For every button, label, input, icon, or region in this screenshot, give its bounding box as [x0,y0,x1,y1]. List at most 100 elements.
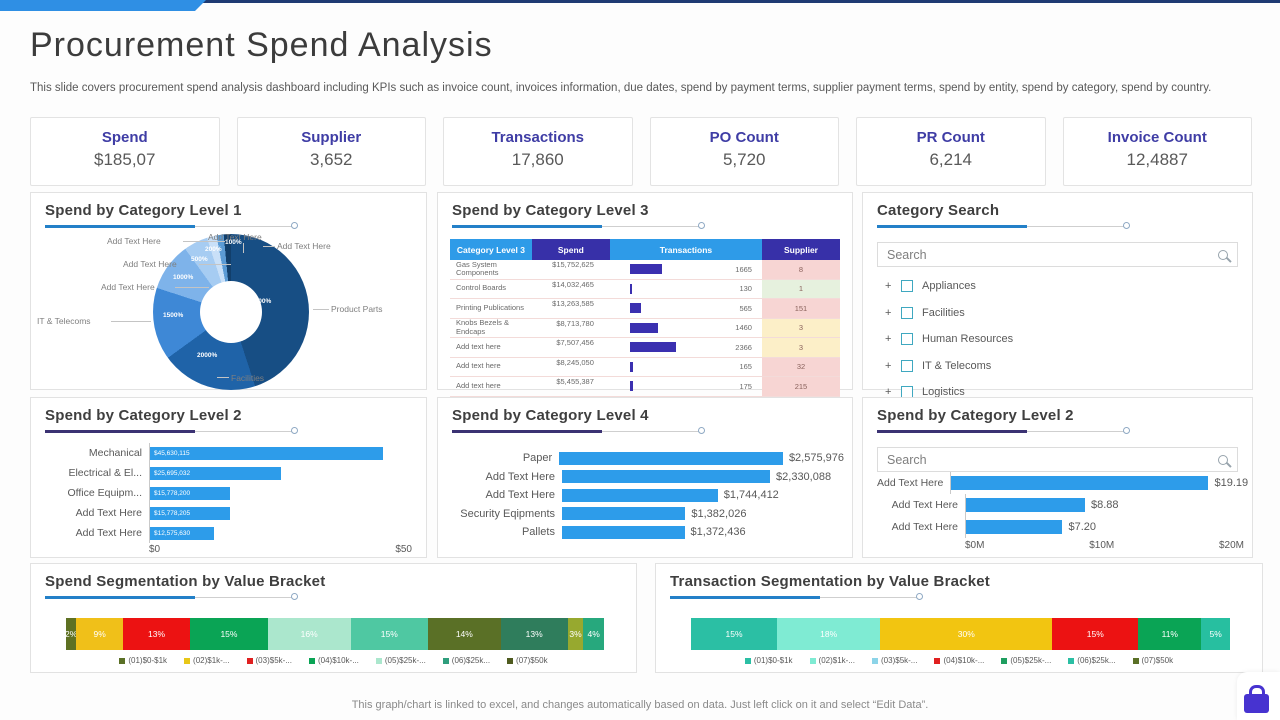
search-icon[interactable] [1218,454,1228,465]
underline-dot-icon [291,427,298,434]
stacked-segment: 3% [567,618,584,650]
column-header: Category Level 3 [450,239,532,260]
cell-category: Add text here [456,341,501,351]
cell-transactions: 175 [610,377,762,396]
cell-transactions: 1460 [610,319,762,338]
bar-row: Add Text Here $7.20 [877,516,1248,538]
table-row: Add text here $5,455,387 175 215 [450,377,840,397]
level2-search-input[interactable] [887,452,1218,467]
bar-value-label: $2,330,088 [776,470,832,483]
checkbox[interactable] [901,306,913,319]
title-underline [45,427,412,437]
expand-plus-icon[interactable]: + [885,306,892,319]
category-item-human-resources[interactable]: + Human Resources [877,326,1238,353]
stacked-segment: 18% [777,618,881,650]
bar: $15,778,200 [150,486,231,500]
cell-category: Add text here [456,380,501,390]
kpi-card-transactions: Transactions 17,860 [443,117,633,186]
x-tick: $20M [1218,540,1244,551]
cell-supplier: 151 [761,299,840,318]
cell-transactions: 2366 [610,338,762,357]
legend-swatch [744,657,751,664]
panel-spend-level1: Spend by Category Level 1 4500% 2000% 15… [30,192,427,390]
x-tick: $0M [965,540,985,551]
kpi-value: 3,652 [309,150,353,169]
bar-value-label: $8.88 [1090,499,1119,511]
bar [562,488,718,502]
search-icon[interactable] [1218,249,1228,260]
expand-plus-icon[interactable]: + [885,386,892,399]
legend-swatch [119,657,126,664]
donut-category-label: Add Text Here [101,282,155,292]
legend-item: (04)$10k-... [934,656,984,665]
bar-category-label: Add Text Here [75,527,142,539]
kpi-row: Spend $185,07 Supplier 3,652 Transaction… [30,117,1252,186]
legend-item: (01)$0-$1k [119,656,167,665]
donut-chart-area: 4500% 2000% 1500% 1000% 500% 200% 100% A… [33,232,424,390]
donut-category-label: IT & Telecoms [37,316,91,326]
bar [562,525,685,539]
level2-right-chart: Add Text Here $19.19 Add Text Here $8.88… [877,472,1248,538]
panel-title: Spend by Category Level 2 [877,407,1074,424]
table-row: Knobs Bezels & Endcaps $8,713,780 1460 3 [450,318,840,338]
bar: $12,575,630 [150,526,215,540]
category-item-label: IT & Telecoms [922,359,992,372]
footer-note: This graph/chart is linked to excel, and… [351,699,929,711]
category-item-facilities[interactable]: + Facilities [877,300,1238,327]
donut-category-label: Add Text Here [277,241,331,251]
bar-category-label: Add Text Here [485,489,555,502]
level4-chart: Paper $2,575,976 Add Text Here $2,330,08… [452,449,844,542]
panel-spend-level4: Spend by Category Level 4 Paper $2,575,9… [437,397,853,558]
expand-plus-icon[interactable]: + [885,333,892,346]
level2-search-box[interactable] [877,447,1238,472]
legend-swatch [507,657,514,664]
category-item-it-telecoms[interactable]: + IT & Telecoms [877,353,1238,380]
legend-item: (03)$5k-... [872,656,917,665]
legend: (01)$0-$1k (02)$1k-... (03)$5k-... (04)$… [656,656,1262,665]
category-item-logistics[interactable]: + Logistics [877,379,1238,406]
table-row: Add text here $7,507,456 2366 3 [450,338,840,358]
transactions-bar [629,264,663,275]
title-underline [877,427,1238,437]
shopping-bag-icon [1244,685,1269,713]
cell-spend: $15,752,625 [552,260,594,269]
bar-row: Office Equipm... $15,778,200 [45,483,412,503]
donut-category-label: Add Text Here [123,259,177,269]
legend-swatch [375,657,382,664]
checkbox[interactable] [901,359,913,372]
legend-swatch [246,657,253,664]
leader-line [243,243,244,253]
category-search-input[interactable] [887,247,1218,262]
stacked-segment: 30% [880,618,1053,650]
title-underline [877,222,1238,232]
underline-dot-icon [291,593,298,600]
category-item-appliances[interactable]: + Appliances [877,273,1238,300]
kpi-value: $185,07 [94,150,156,169]
bar [562,470,771,484]
bar-row: Security Eqipments $1,382,026 [452,505,844,524]
cell-spend: $8,245,050 [556,357,594,367]
cell-category: Printing Publications [456,302,524,312]
transactions-bar [629,283,633,294]
transactions-bar [629,342,676,353]
kpi-label: PO Count [709,129,779,146]
stacked-segment: 15% [350,618,429,650]
kpi-card-invoice-count: Invoice Count 12,4887 [1062,117,1252,186]
expand-plus-icon[interactable]: + [885,280,892,293]
kpi-card-pr-count: PR Count 6,214 [856,117,1046,186]
kpi-value: 12,4887 [1126,150,1188,169]
legend-item: (03)$5k-... [246,656,292,665]
checkbox[interactable] [901,280,913,293]
bar-row: Mechanical $45,630,115 [45,443,412,463]
category-search-box[interactable] [877,242,1238,267]
checkbox[interactable] [901,333,913,346]
leader-line [175,287,209,288]
bar: $25,695,032 [150,466,282,480]
bar-value-label: $1,382,026 [691,507,747,520]
cell-supplier: 32 [761,357,840,376]
cell-spend: $7,507,456 [556,338,594,347]
cell-supplier: 8 [761,260,840,279]
bar [559,451,783,465]
expand-plus-icon[interactable]: + [885,359,892,372]
